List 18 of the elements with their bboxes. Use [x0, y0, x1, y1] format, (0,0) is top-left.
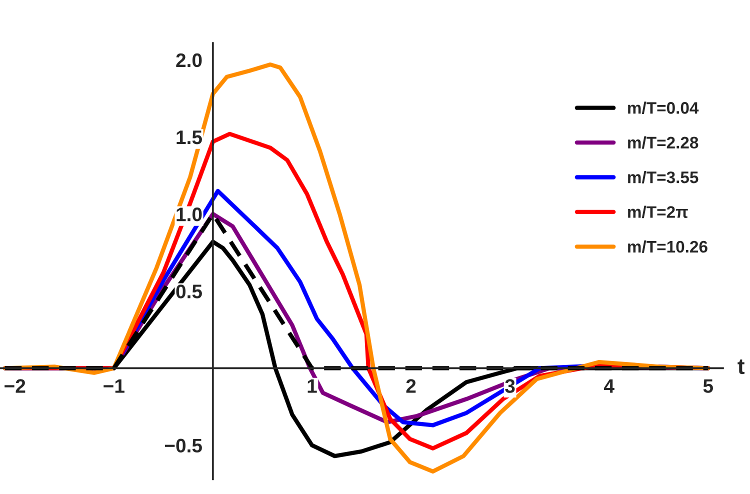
legend-label: m/T=0.04 [628, 102, 699, 114]
x-tick-label: 5 [703, 379, 714, 393]
legend-label: m/T=3.55 [628, 171, 698, 184]
x-tick-label: −2 [4, 379, 26, 393]
y-tick-label: 1.0 [176, 208, 202, 222]
x-tick-label: 1 [308, 379, 317, 393]
y-tick-label: 1.5 [176, 130, 202, 144]
x-tick-label: 2 [406, 379, 416, 393]
y-tick-label: 2.0 [176, 53, 202, 68]
y-tick-label: −0.5 [164, 438, 202, 453]
legend-label: m/T=2π [628, 206, 688, 218]
legend-label: m/T=2.28 [628, 136, 698, 149]
x-tick-label: 4 [604, 379, 614, 393]
y-tick-label: 0.5 [176, 284, 202, 298]
legend-label: m/T=10.26 [628, 240, 708, 253]
x-tick-label: 3 [505, 379, 515, 393]
x-axis-title: t [738, 359, 745, 374]
x-tick-label: −1 [104, 379, 124, 393]
